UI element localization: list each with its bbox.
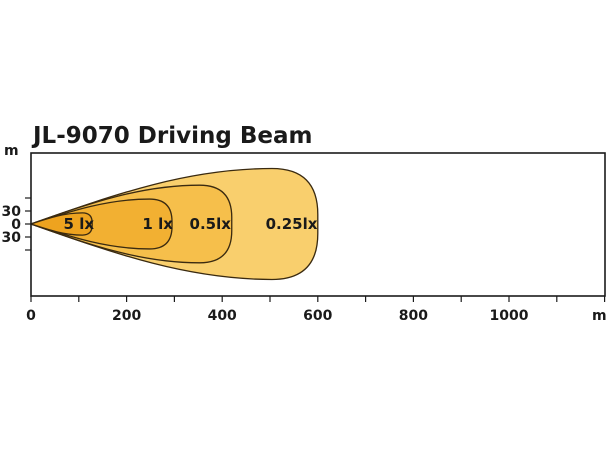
x-tick-label: 600 xyxy=(303,308,332,324)
zone-label: 5 lx xyxy=(64,215,95,233)
zone-labels: 0.25lx 0.5lx 1 lx 5 lx xyxy=(64,215,318,233)
x-tick-label: 200 xyxy=(112,308,141,324)
x-axis-unit: m xyxy=(592,308,607,324)
beam-zone-4 xyxy=(28,212,93,236)
beam-zones xyxy=(28,167,319,281)
beam-zone-3 xyxy=(28,198,173,250)
y-tick-label: 30 xyxy=(2,230,22,246)
x-tick-label: 400 xyxy=(208,308,237,324)
zone-label: 1 lx xyxy=(142,215,173,233)
zone-label: 0.5lx xyxy=(190,215,232,233)
y-tick-label: 30 xyxy=(2,204,22,220)
zone-label: 0.25lx xyxy=(266,215,318,233)
y-axis-unit: m xyxy=(4,143,19,159)
x-tick-label: 1000 xyxy=(490,308,529,324)
x-tick-label: 0 xyxy=(26,308,36,324)
y-tick-label: 0 xyxy=(11,217,21,233)
x-tick-label: 800 xyxy=(399,308,428,324)
chart-title: JL-9070 Driving Beam xyxy=(31,123,312,149)
